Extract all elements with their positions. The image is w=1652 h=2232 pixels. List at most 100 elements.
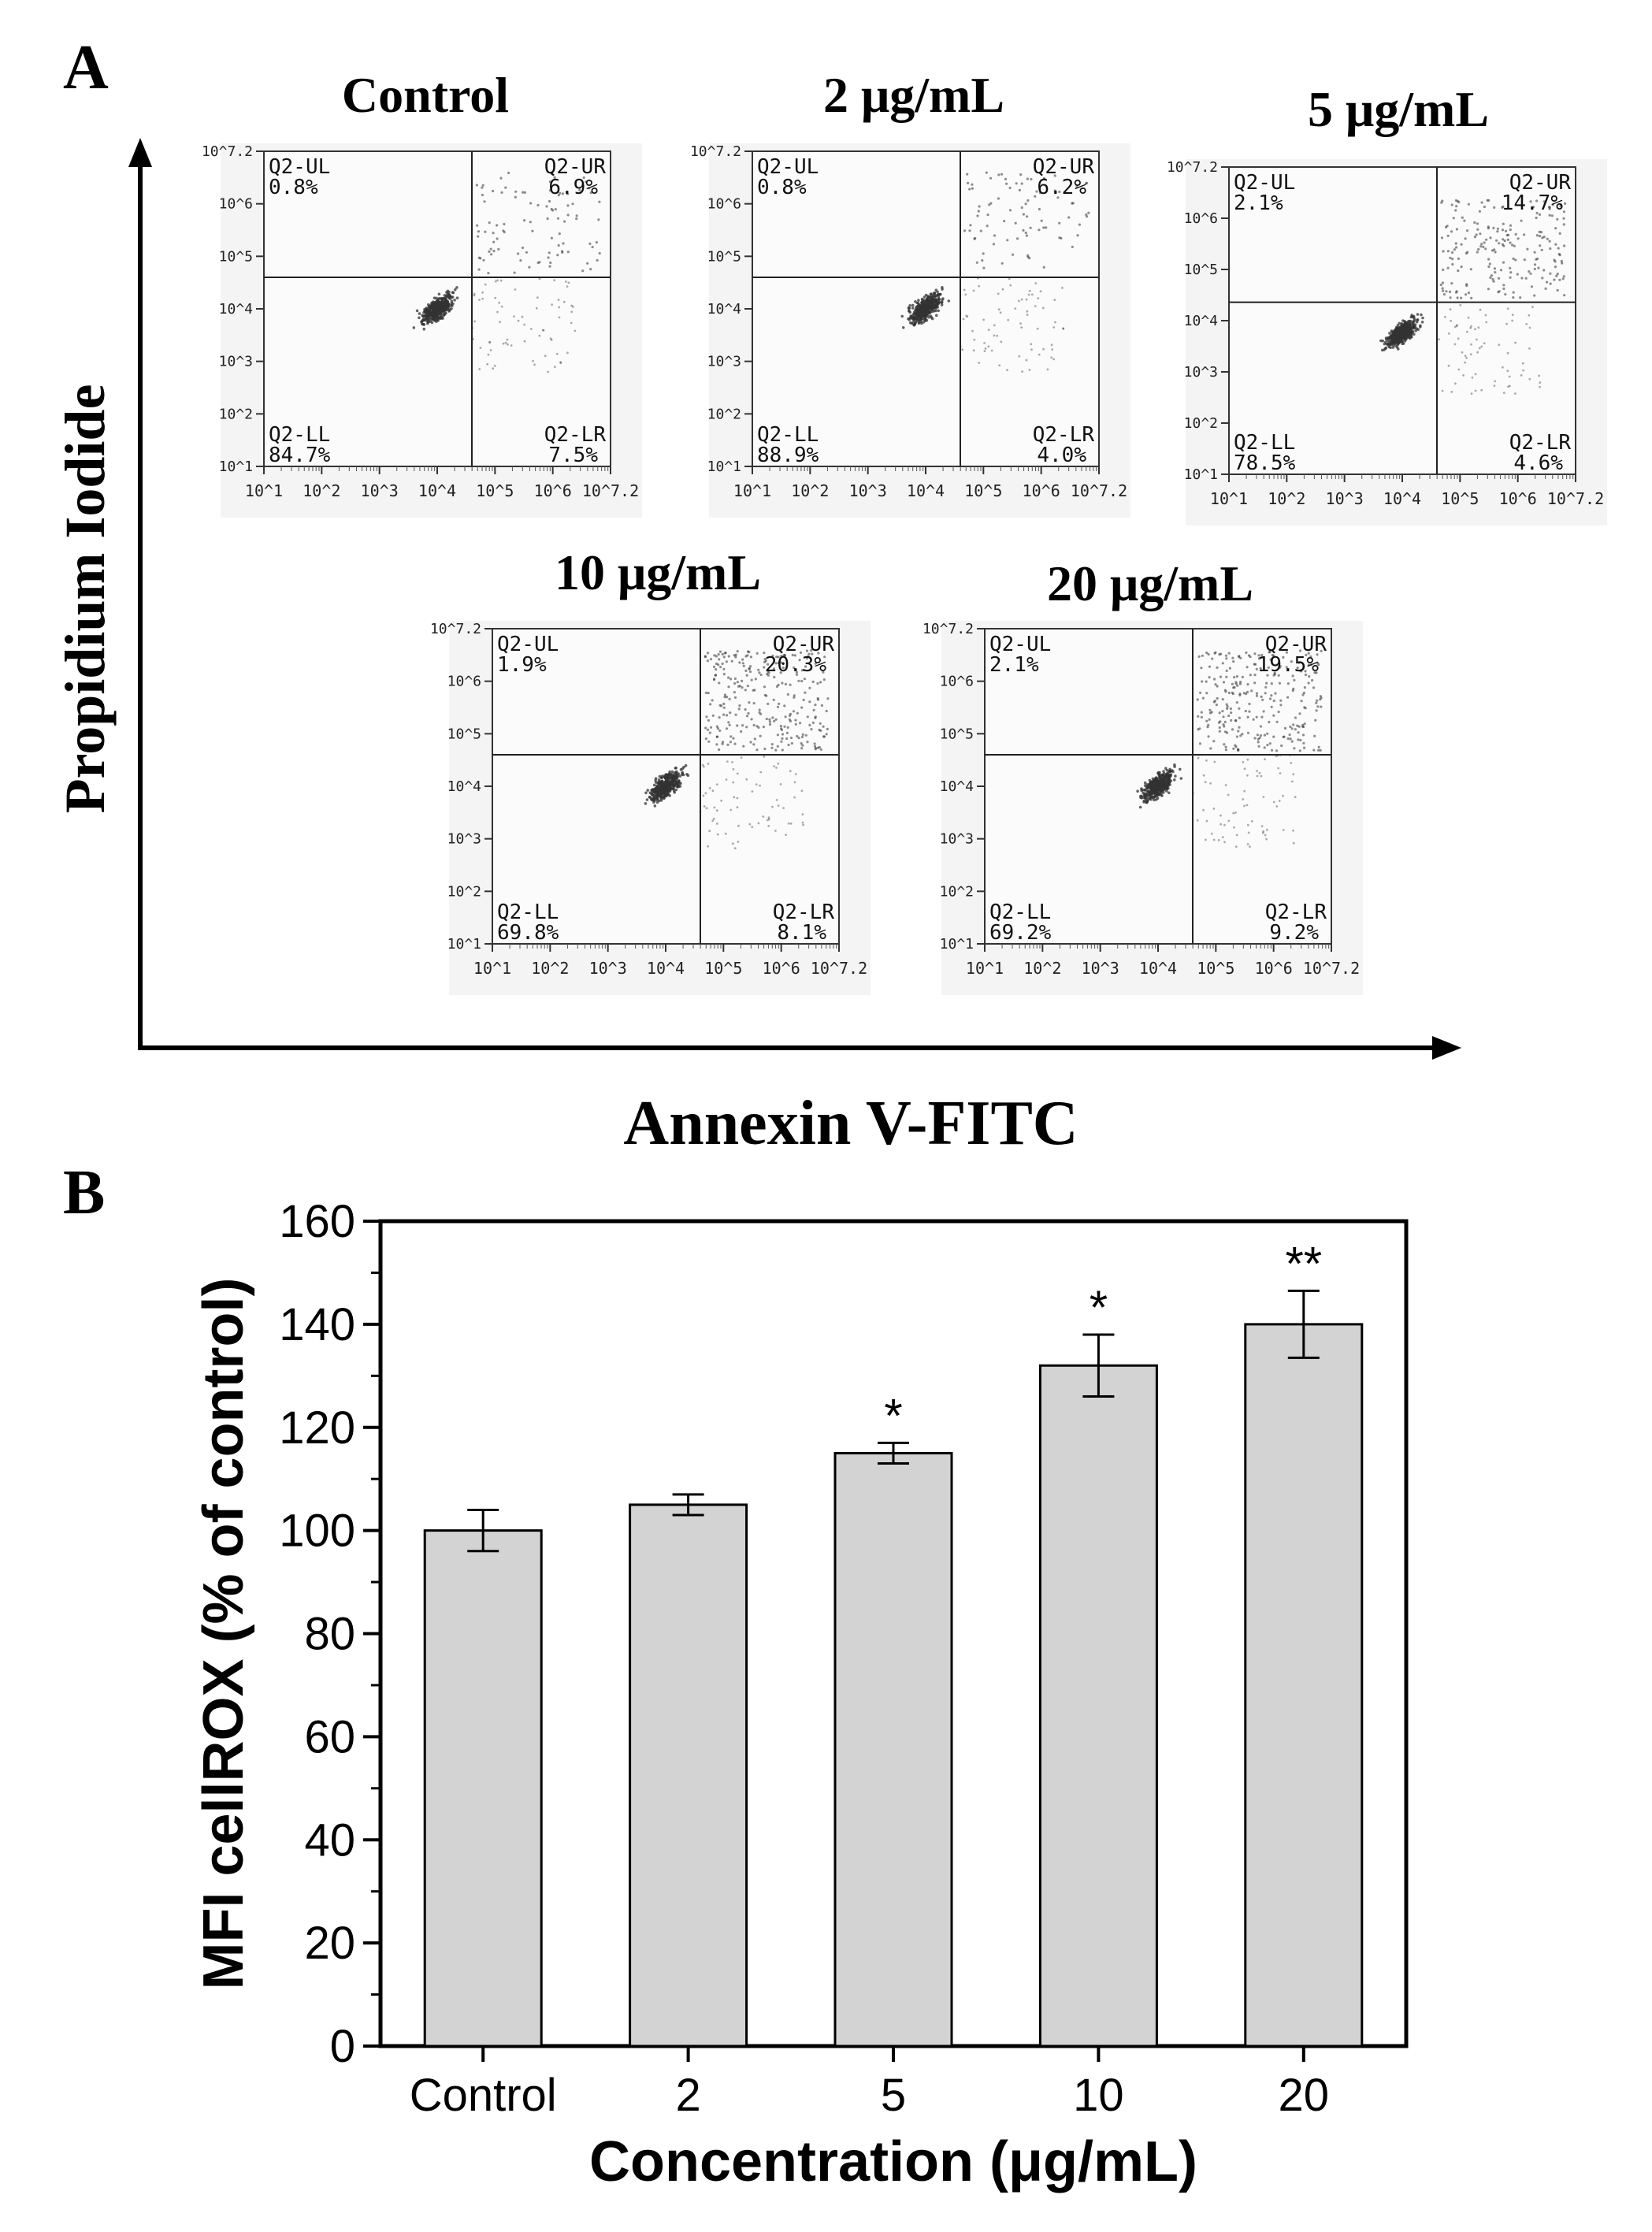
scatter-point (909, 316, 912, 320)
scatter-point (553, 366, 556, 368)
scatter-point (566, 214, 570, 217)
scatter-point (1231, 682, 1234, 685)
scatter-point (1218, 726, 1221, 730)
scatter-point (819, 681, 822, 684)
scatter-point (1446, 234, 1450, 237)
scatter-point (418, 312, 421, 315)
scatter-point (749, 655, 753, 659)
flow-plot-title: 5 μg/mL (1308, 81, 1489, 137)
y-tick-label: 10^5 (940, 726, 974, 742)
scatter-point (912, 315, 916, 319)
scatter-point (804, 691, 807, 694)
scatter-point (490, 253, 493, 256)
scatter-point (1297, 661, 1301, 665)
y-tick-label: 10^3 (707, 354, 741, 370)
scatter-point (1149, 781, 1153, 784)
scatter-point (541, 329, 544, 332)
scatter-point (1030, 343, 1033, 346)
scatter-point (1526, 247, 1529, 251)
scatter-point (1151, 777, 1155, 781)
scatter-point (494, 296, 497, 299)
scatter-point (775, 685, 779, 689)
scatter-point (1222, 681, 1226, 684)
scatter-point (489, 349, 492, 351)
scatter-point (1301, 693, 1305, 696)
scatter-point (674, 771, 677, 774)
scatter-point (708, 731, 711, 734)
scatter-point (1454, 242, 1457, 245)
scatter-point (670, 770, 674, 774)
bar-20 (1244, 1323, 1364, 2048)
scatter-point (793, 694, 796, 697)
scatter-point (1246, 690, 1249, 694)
scatter-point (669, 782, 672, 785)
scatter-point (1225, 669, 1228, 673)
scatter-point (1467, 316, 1470, 319)
scatter-point (1464, 361, 1466, 364)
scatter-point (519, 259, 522, 262)
scatter-point (1438, 338, 1440, 341)
scatter-point (1454, 291, 1458, 294)
scatter-point (1058, 190, 1061, 194)
scatter-point (772, 667, 775, 670)
scatter-point (1317, 663, 1320, 667)
scatter-point (1290, 762, 1293, 764)
scatter-point (421, 322, 425, 326)
quadrant-ul-value: 0.8% (269, 176, 318, 199)
scatter-point (1253, 674, 1257, 677)
scatter-point (1159, 790, 1163, 793)
significance-marker: ** (1285, 1237, 1322, 1290)
scatter-point (982, 266, 986, 269)
scatter-point (581, 269, 585, 273)
scatter-point (1457, 269, 1460, 273)
scatter-point (488, 341, 491, 344)
scatter-point (1509, 224, 1513, 227)
scatter-point (566, 204, 570, 207)
scatter-point (433, 309, 437, 313)
scatter-point (977, 277, 979, 280)
scatter-point (987, 329, 990, 332)
scatter-point (708, 830, 711, 833)
scatter-point (1227, 793, 1230, 797)
scatter-point (499, 279, 503, 282)
scatter-point (1009, 284, 1012, 287)
scatter-point (1309, 663, 1312, 667)
scatter-point (428, 313, 431, 317)
x-tick-label: 10^7.2 (1071, 481, 1127, 500)
scatter-point (1413, 325, 1416, 329)
scatter-point (550, 338, 553, 341)
scatter-point (1160, 782, 1164, 785)
scatter-point (650, 792, 653, 796)
y-tick-label: 10^4 (447, 778, 481, 795)
scatter-point (1142, 796, 1145, 800)
scatter-point (453, 299, 456, 302)
scatter-point (699, 810, 702, 813)
scatter-point (1224, 654, 1228, 657)
scatter-point (722, 673, 726, 676)
scatter-point (790, 741, 794, 745)
scatter-point (424, 310, 427, 314)
scatter-point (714, 674, 718, 677)
scatter-point (1224, 690, 1227, 693)
scatter-point (477, 235, 480, 238)
scatter-point (492, 250, 496, 253)
scatter-point (997, 292, 1000, 295)
scatter-point (1168, 791, 1171, 795)
scatter-point (793, 666, 796, 670)
scatter-point (726, 760, 729, 763)
scatter-point (1223, 743, 1226, 746)
scatter-point (989, 202, 993, 205)
x-tick-label: 10^5 (704, 959, 742, 978)
scatter-point (1442, 289, 1445, 292)
scatter-point (1383, 342, 1387, 346)
scatter-point (1528, 326, 1531, 329)
scatter-point (1398, 326, 1401, 330)
scatter-point (421, 318, 425, 322)
scatter-point (1387, 344, 1390, 347)
scatter-point (1297, 731, 1300, 734)
scatter-point (758, 708, 761, 711)
flow-plot-title: 20 μg/mL (1047, 555, 1253, 611)
scatter-point (497, 247, 500, 251)
scatter-point (727, 676, 730, 679)
scatter-point (733, 681, 737, 685)
